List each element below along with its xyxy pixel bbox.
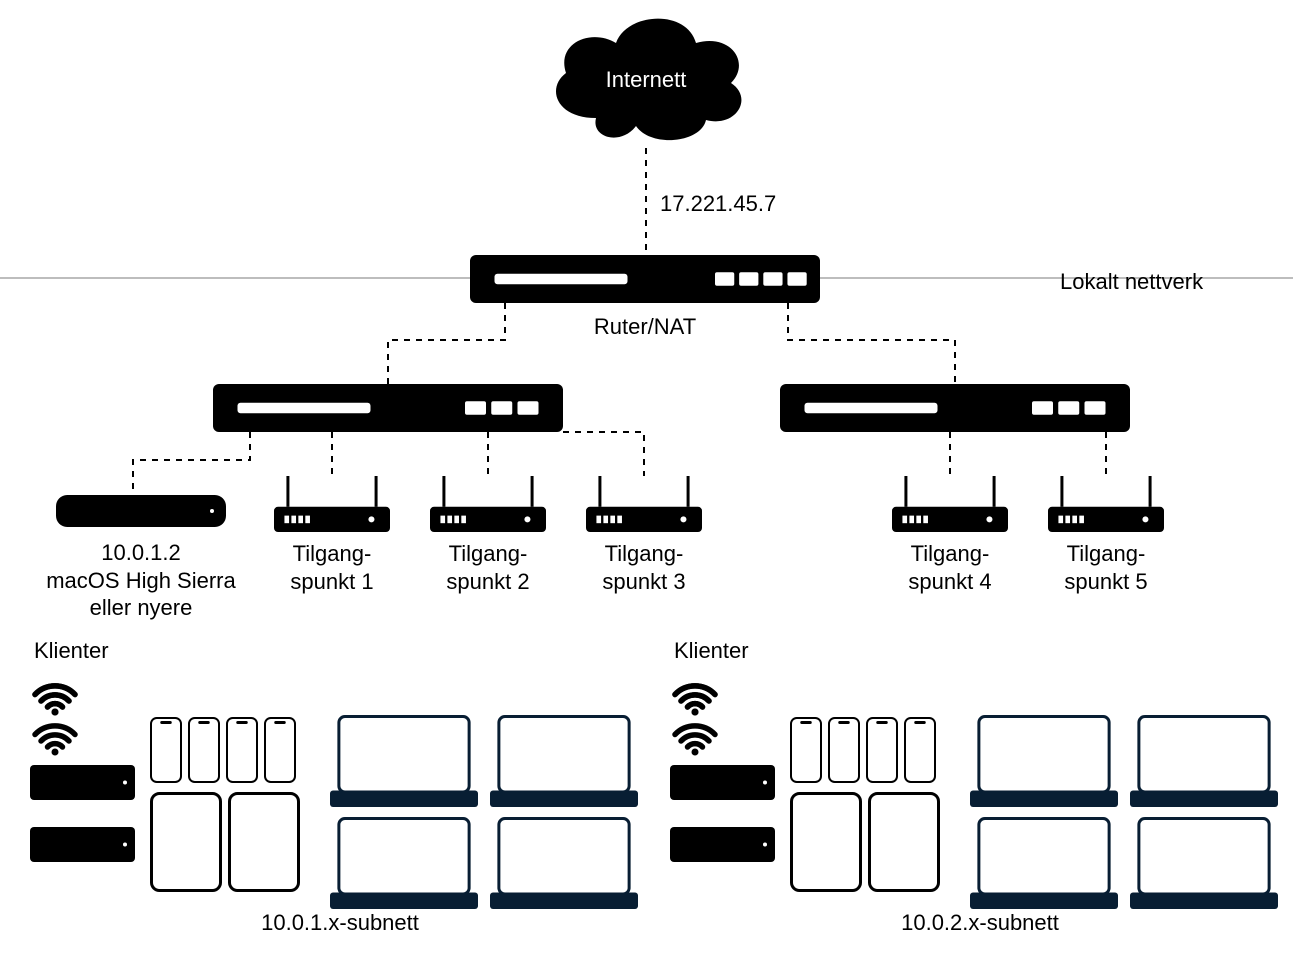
subnet-right-label: 10.0.2.x-subnett [830,909,1130,937]
router-device [470,255,820,303]
access-point-1 [274,476,390,532]
ap2-label: Tilgang- spunkt 2 [418,540,558,595]
access-point-5 [1048,476,1164,532]
ap5-label-b: spunkt 5 [1064,569,1147,594]
switch-right [780,384,1130,432]
ap3-label-b: spunkt 3 [602,569,685,594]
server-ip: 10.0.1.2 [101,540,181,565]
ap3-label-a: Tilgang- [605,541,684,566]
wan-ip-label: 17.221.45.7 [660,190,860,218]
clients-left-group [30,667,650,927]
ap2-label-a: Tilgang- [449,541,528,566]
access-point-2 [430,476,546,532]
ap4-label: Tilgang- spunkt 4 [880,540,1020,595]
ap1-label-a: Tilgang- [293,541,372,566]
server-label: 10.0.1.2 macOS High Sierra eller nyere [26,539,256,622]
diagram-canvas: Internett 17.221.45.7 Lokalt nettverk Ru… [0,0,1293,958]
ap4-label-b: spunkt 4 [908,569,991,594]
clients-right-group [670,667,1290,927]
lan-title-label: Lokalt nettverk [1060,268,1293,296]
ap5-label: Tilgang- spunkt 5 [1036,540,1176,595]
access-point-4 [892,476,1008,532]
clients-left-label: Klienter [34,637,154,665]
server-os-line2: eller nyere [90,595,193,620]
router-label: Ruter/NAT [545,313,745,341]
ap5-label-a: Tilgang- [1067,541,1146,566]
ap3-label: Tilgang- spunkt 3 [574,540,714,595]
ap1-label: Tilgang- spunkt 1 [262,540,402,595]
server-os-line1: macOS High Sierra [46,568,236,593]
ap1-label-b: spunkt 1 [290,569,373,594]
ap4-label-a: Tilgang- [911,541,990,566]
switch-left [213,384,563,432]
server-device [56,495,226,527]
clients-right-label: Klienter [674,637,794,665]
subnet-left-label: 10.0.1.x-subnett [190,909,490,937]
ap2-label-b: spunkt 2 [446,569,529,594]
access-point-3 [586,476,702,532]
internet-cloud: Internett [536,8,756,148]
internet-label: Internett [536,66,756,94]
